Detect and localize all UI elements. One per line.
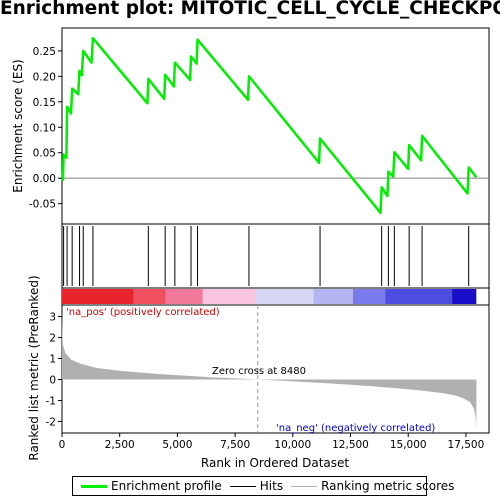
zero-cross-label: Zero cross at 8480 — [212, 366, 306, 377]
xtick-label: 17,500 — [448, 439, 485, 451]
xtick-label: 10,000 — [274, 439, 311, 451]
colorbar-segment — [165, 289, 203, 304]
colorbar-segment — [352, 289, 386, 304]
es-panel — [61, 27, 490, 225]
es-ytick-label: -0.05 — [29, 199, 56, 211]
metric-ytick-label: 0 — [49, 374, 56, 386]
es-ytick-label: 0.05 — [33, 148, 56, 160]
legend-swatch-enrichment — [81, 484, 107, 488]
xtick-label: 2,500 — [105, 439, 135, 451]
metric-ytick-label: 2 — [49, 333, 56, 345]
colorbar-segment — [255, 289, 314, 304]
colorbar-segment — [385, 289, 453, 304]
legend-item-enrichment: Enrichment profile — [81, 479, 222, 493]
es-ytick-label: 0.00 — [33, 173, 56, 185]
enrichment-line-group — [60, 36, 478, 215]
xtick-label: 0 — [59, 439, 66, 451]
metric-y-label: Ranked list metric (PreRanked) — [27, 275, 41, 460]
neg-label: 'na_neg' (negatively correlated) — [276, 423, 435, 434]
colorbar-group — [62, 289, 477, 304]
colorbar-segment — [133, 289, 166, 304]
metric-area-group — [62, 305, 477, 433]
xtick-label: 7,500 — [220, 439, 250, 451]
colorbar-segment — [452, 289, 477, 304]
legend-item-metric: Ranking metric scores — [291, 479, 454, 493]
es-ytick-label: 0.25 — [33, 46, 56, 58]
legend-label-hits: Hits — [259, 479, 284, 493]
metric-ytick-label: -2 — [46, 416, 56, 428]
colorbar-segment — [313, 289, 353, 304]
legend-swatch-hits — [229, 485, 256, 487]
metric-ytick-label: -1 — [46, 395, 56, 407]
legend-swatch-metric — [291, 485, 318, 487]
hits-group — [63, 226, 470, 286]
x-axis-label: Rank in Ordered Dataset — [201, 456, 349, 470]
es-ytick-label: 0.10 — [33, 122, 56, 134]
colorbar-segment — [62, 289, 134, 304]
metric-ytick-label: 1 — [49, 354, 56, 366]
es-ytick-label: 0.15 — [33, 97, 56, 109]
xtick-label: 5,000 — [162, 439, 192, 451]
metric-ytick-label: 3 — [49, 312, 56, 324]
colorbar-segment — [202, 289, 256, 304]
metric-y-axis: -2 -1 0 1 2 3 — [46, 312, 62, 428]
enrichment-profile-line — [60, 36, 478, 215]
xtick-label: 15,000 — [390, 439, 427, 451]
pos-label: 'na_pos' (positively correlated) — [66, 307, 220, 318]
es-y-label: Enrichment score (ES) — [11, 59, 25, 192]
hits-panel — [61, 223, 490, 289]
legend: Enrichment profile Hits Ranking metric s… — [72, 476, 454, 496]
chart-title: Enrichment plot: MITOTIC_CELL_CYCLE_CHEC… — [0, 0, 500, 19]
legend-label-enrichment: Enrichment profile — [111, 479, 222, 493]
legend-item-hits: Hits — [229, 479, 284, 493]
es-y-axis: -0.05 0.00 0.05 0.10 0.15 0.20 0.25 — [29, 46, 62, 211]
es-ytick-label: 0.20 — [33, 71, 56, 83]
xtick-label: 12,500 — [332, 439, 369, 451]
legend-label-metric: Ranking metric scores — [321, 479, 455, 493]
x-axis: 0 2,500 5,000 7,500 10,000 12,500 15,000 17,500 — [59, 433, 485, 451]
